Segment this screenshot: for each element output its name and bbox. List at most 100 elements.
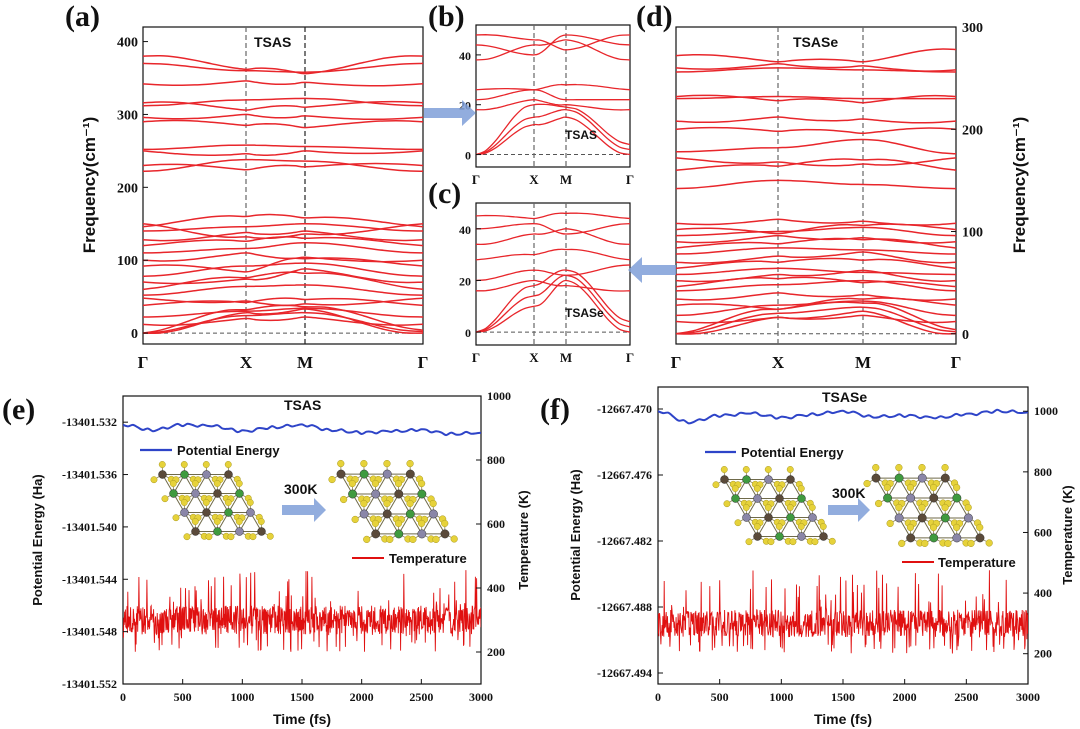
- panel-d-bands: [676, 27, 956, 344]
- y-right-tick-label: 1000: [1034, 404, 1058, 418]
- band-line: [676, 126, 956, 135]
- band-line: [143, 262, 423, 277]
- band-line: [676, 251, 956, 264]
- band-line: [676, 116, 956, 124]
- panel-b-frame: [475, 24, 631, 168]
- y-right-tick-label: 200: [1034, 647, 1052, 661]
- y-tick-label: 0: [962, 328, 969, 343]
- y-tick-label: -13401.552: [62, 677, 117, 691]
- band-line: [143, 113, 423, 121]
- band-line: [676, 218, 956, 226]
- panel-e: (e) 0 500 1000 1500 2000 2500 3000 -13401.552 -1…: [2, 389, 531, 727]
- band-line: [676, 306, 956, 335]
- panel-f: (f) 0 500 1000 1500 2000 2500 3000 -12667.494 -1…: [540, 386, 1075, 727]
- panel-f-x-label: Time (fs): [814, 711, 872, 727]
- y-tick-label: -12667.470: [597, 402, 652, 416]
- band-line: [676, 234, 956, 244]
- band-line: [143, 223, 423, 240]
- band-line: [476, 83, 630, 91]
- band-line: [476, 269, 630, 333]
- panel-e-x-label: Time (fs): [273, 711, 331, 727]
- y-tick-label: 200: [117, 181, 138, 196]
- band-line: [476, 279, 630, 333]
- y-tick-label: 40: [459, 49, 471, 63]
- panel-f-y-label: Potential Energy (Ha): [568, 469, 583, 600]
- y-right-tick-label: 800: [1034, 465, 1052, 479]
- y-right-tick-label: 400: [487, 581, 505, 595]
- panel-b-letter: (b): [428, 0, 465, 33]
- band-line: [143, 162, 423, 171]
- panel-c-frame: [475, 202, 631, 346]
- band-line: [143, 297, 423, 307]
- kpoint-label: Γ: [138, 353, 149, 372]
- y-tick-label: -12667.482: [597, 534, 652, 548]
- band-line: [676, 95, 956, 100]
- kpoint-label: M: [855, 353, 871, 372]
- band-line: [476, 223, 630, 235]
- kpoint-label: Γ: [626, 172, 634, 187]
- band-line: [676, 300, 956, 317]
- band-line: [676, 226, 956, 237]
- panel-f-arrow-label: 300K: [832, 485, 865, 501]
- y-tick-label: 40: [459, 223, 471, 237]
- x-tick-label: 3000: [1016, 690, 1040, 704]
- y-tick-label: -13401.536: [62, 468, 117, 482]
- y-right-tick-label: 200: [487, 645, 505, 659]
- kpoint-label: Γ: [472, 172, 480, 187]
- y-tick-label: 0: [131, 327, 138, 342]
- kpoint-label: M: [560, 350, 572, 365]
- panel-e-potential-energy-series: [123, 422, 481, 437]
- x-tick-label: 1000: [769, 690, 793, 704]
- y-tick-label: 0: [465, 326, 471, 340]
- panel-a-material-label: TSAS: [254, 34, 291, 50]
- band-line: [676, 257, 956, 270]
- band-line: [676, 267, 956, 276]
- y-tick-label: 200: [962, 123, 983, 138]
- x-tick-label: 2000: [893, 690, 917, 704]
- band-line: [143, 252, 423, 263]
- band-line: [476, 89, 630, 101]
- x-tick-label: 3000: [469, 690, 493, 704]
- band-line: [676, 179, 956, 190]
- panel-f-material-label: TSASe: [822, 389, 867, 405]
- band-line: [143, 80, 423, 87]
- band-line: [676, 158, 956, 171]
- band-line: [676, 94, 956, 104]
- panel-c: (c) 0 20 40 Γ X M Γ TSASe: [428, 177, 634, 365]
- band-line: [476, 279, 630, 292]
- kpoint-label: Γ: [418, 353, 429, 372]
- band-line: [143, 284, 423, 296]
- band-line: [476, 34, 630, 51]
- panel-f-structure-before: [712, 466, 836, 546]
- panel-e-arrow-label: 300K: [284, 481, 317, 497]
- panel-e-y-label-right: Temperature (K): [516, 490, 531, 589]
- x-tick-label: 2500: [954, 690, 978, 704]
- panel-e-y-label: Potential Energy (Ha): [30, 474, 45, 605]
- y-tick-label: -13401.532: [62, 415, 117, 429]
- band-line: [476, 116, 630, 156]
- band-line: [676, 292, 956, 301]
- x-tick-label: 0: [655, 690, 661, 704]
- y-tick-label: -13401.540: [62, 520, 117, 534]
- panel-e-legend-temperature: Temperature: [352, 551, 467, 566]
- band-line: [676, 48, 956, 63]
- panel-f-arrow: 300K: [828, 485, 870, 522]
- band-line: [143, 268, 423, 285]
- panel-e-temperature-series: [123, 570, 481, 652]
- panel-f-legend-potential-label: Potential Energy: [741, 445, 844, 460]
- band-line: [476, 99, 630, 111]
- band-line: [676, 67, 956, 73]
- panel-d-letter: (d): [636, 0, 673, 33]
- panel-b-bands: [476, 25, 630, 167]
- band-line: [476, 108, 630, 156]
- panel-c-material-label: TSASe: [565, 306, 604, 320]
- x-tick-label: 1500: [831, 690, 855, 704]
- x-tick-label: 0: [120, 690, 126, 704]
- y-tick-label: 100: [117, 254, 138, 269]
- y-tick-label: -12667.476: [597, 468, 652, 482]
- kpoint-label: X: [772, 353, 785, 372]
